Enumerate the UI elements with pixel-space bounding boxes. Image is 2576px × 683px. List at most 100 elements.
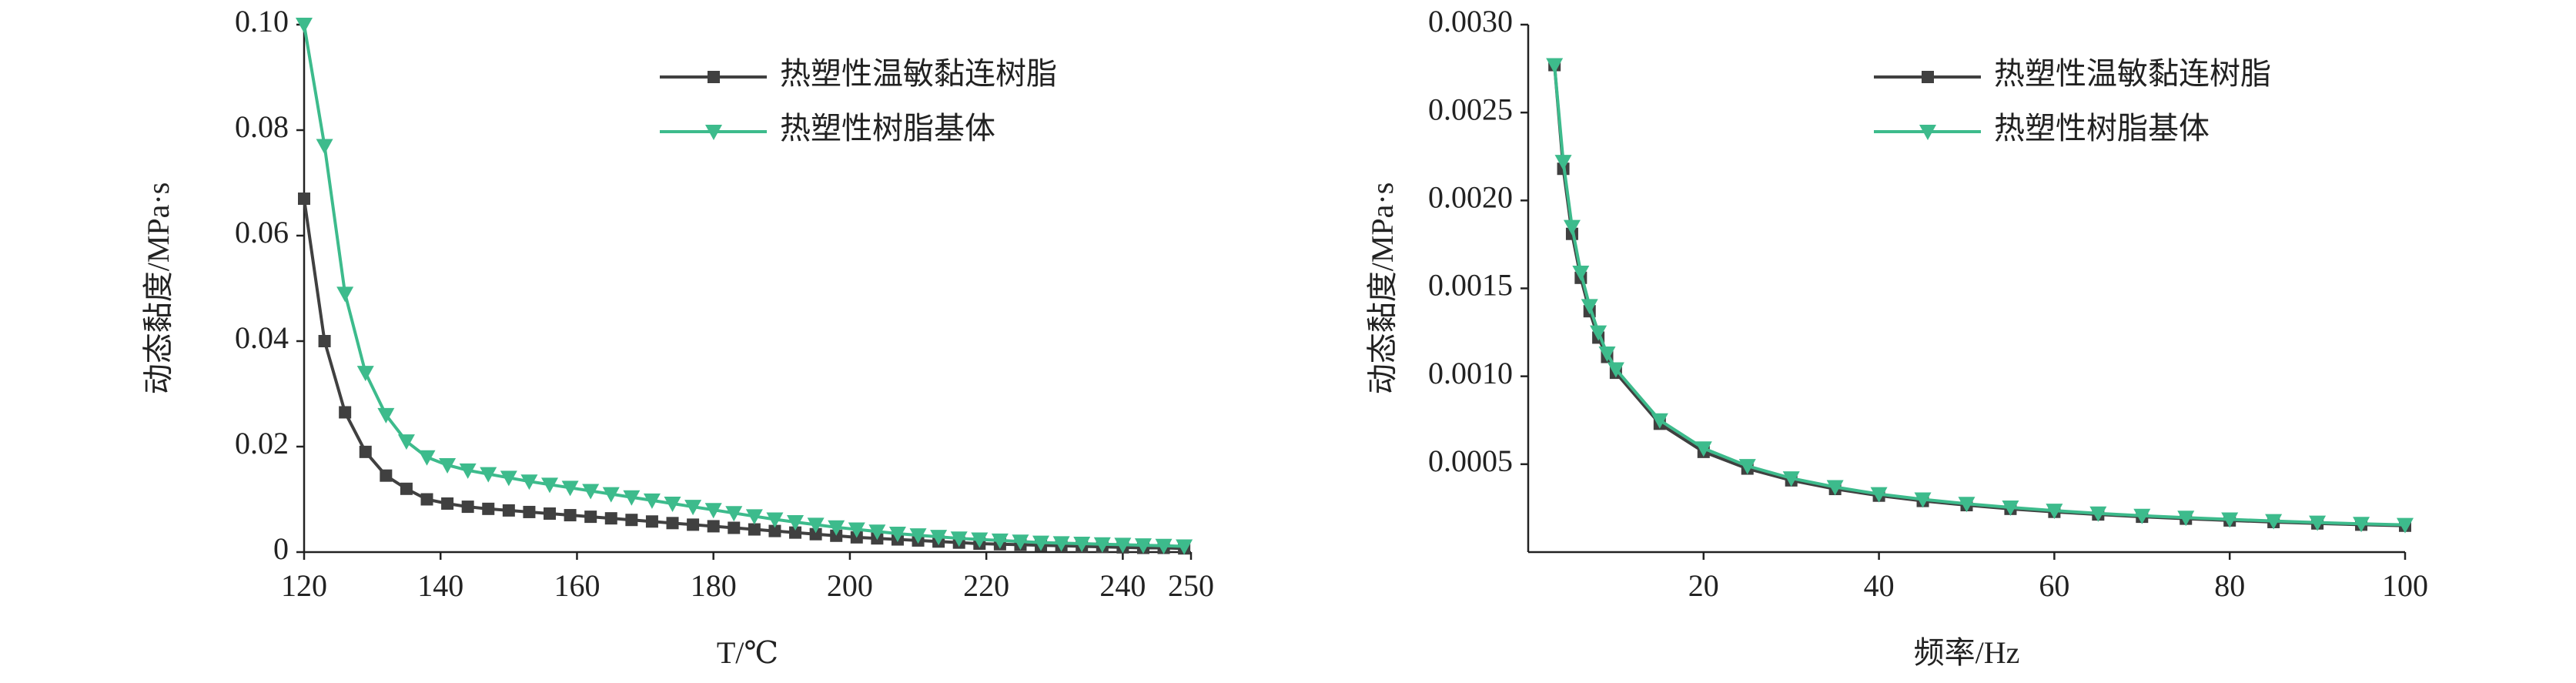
- x-tick-label: 20: [1688, 568, 1719, 603]
- y-tick-label: 0.10: [235, 4, 289, 39]
- data-point: [766, 512, 784, 528]
- data-point: [2133, 508, 2151, 524]
- data-point: [1958, 497, 1975, 513]
- legend-marker: [705, 125, 722, 140]
- x-axis-title: T/℃: [717, 635, 778, 670]
- data-point: [1914, 492, 1932, 508]
- x-axis-title: 频率/Hz: [1914, 635, 2020, 670]
- data-point: [316, 139, 333, 155]
- data-point: [888, 527, 906, 543]
- data-point: [2089, 506, 2107, 522]
- data-point: [2397, 517, 2414, 534]
- data-point: [359, 445, 372, 458]
- data-point: [1590, 325, 1607, 341]
- data-point: [748, 523, 761, 536]
- data-point: [502, 504, 515, 517]
- data-point: [2353, 517, 2370, 533]
- data-point: [687, 518, 700, 531]
- data-point: [397, 434, 415, 450]
- data-point: [1870, 487, 1888, 503]
- data-point: [1572, 265, 1590, 281]
- data-point: [728, 521, 741, 534]
- data-point: [787, 514, 805, 531]
- data-point: [1093, 537, 1111, 553]
- data-point: [2177, 511, 2195, 527]
- data-point: [807, 517, 825, 534]
- x-tick-label: 220: [963, 568, 1009, 603]
- x-tick-label: 60: [2039, 568, 2069, 603]
- data-point: [789, 526, 802, 539]
- data-point: [1782, 471, 1800, 487]
- data-point: [1114, 537, 1132, 554]
- data-point: [2046, 504, 2063, 520]
- x-tick-label: 240: [1099, 568, 1146, 603]
- data-point: [848, 522, 865, 538]
- x-tick-label: 160: [554, 568, 600, 603]
- data-point: [441, 497, 454, 510]
- data-point: [1134, 538, 1152, 554]
- data-point: [418, 450, 436, 466]
- series-line: [1553, 65, 2406, 527]
- data-point: [356, 366, 374, 382]
- data-point: [339, 406, 352, 419]
- data-point: [745, 509, 763, 525]
- data-point: [684, 500, 702, 516]
- data-point: [1554, 155, 1572, 171]
- data-point: [561, 480, 579, 497]
- data-point: [459, 463, 477, 479]
- legend-marker: [1919, 125, 1936, 140]
- data-point: [439, 457, 457, 474]
- x-tick-label: 180: [691, 568, 737, 603]
- x-tick-label: 100: [2382, 568, 2428, 603]
- data-point: [461, 501, 474, 514]
- legend-label: 热塑性树脂基体: [1994, 111, 2210, 146]
- data-point: [1826, 480, 1844, 496]
- data-point: [725, 506, 743, 522]
- x-tick-label: 40: [1864, 568, 1895, 603]
- data-point: [768, 524, 781, 537]
- data-point: [1073, 537, 1091, 553]
- data-point: [2309, 515, 2327, 531]
- data-point: [377, 407, 395, 424]
- data-point: [296, 18, 313, 33]
- data-point: [643, 493, 661, 509]
- data-point: [1155, 538, 1173, 554]
- data-point: [1546, 58, 1564, 74]
- legend-label: 热塑性温敏黏连树脂: [780, 56, 1057, 91]
- data-point: [664, 496, 681, 512]
- data-point: [707, 520, 720, 533]
- data-point: [380, 469, 393, 482]
- data-point: [584, 511, 597, 524]
- y-tick-label: 0.0025: [1428, 92, 1513, 126]
- data-point: [420, 493, 433, 506]
- data-point: [318, 335, 331, 347]
- legend-label: 热塑性树脂基体: [780, 111, 995, 146]
- data-point: [704, 503, 722, 519]
- series-line: [1553, 65, 2406, 527]
- legend-marker: [708, 71, 720, 83]
- data-point: [298, 193, 310, 206]
- legend-marker: [1922, 71, 1934, 83]
- y-tick-label: 0.0010: [1428, 356, 1513, 390]
- y-axis-title: 动态黏度/MPa·s: [1365, 182, 1400, 395]
- data-point: [645, 515, 658, 528]
- data-point: [1581, 299, 1598, 315]
- series-line: [303, 24, 1185, 548]
- data-point: [520, 474, 538, 490]
- y-tick-label: 0.0030: [1428, 4, 1513, 39]
- data-point: [868, 524, 886, 541]
- data-point: [564, 509, 577, 522]
- y-tick-label: 0.06: [235, 215, 289, 249]
- data-point: [1176, 539, 1193, 555]
- y-axis-title: 动态黏度/MPa·s: [141, 182, 176, 395]
- data-point: [544, 507, 557, 520]
- data-point: [2221, 512, 2239, 528]
- data-point: [1738, 459, 1756, 475]
- x-tick-label: 80: [2214, 568, 2245, 603]
- data-point: [2265, 514, 2283, 530]
- data-point: [666, 517, 679, 530]
- x-tick-label: 200: [827, 568, 873, 603]
- data-point: [971, 532, 989, 548]
